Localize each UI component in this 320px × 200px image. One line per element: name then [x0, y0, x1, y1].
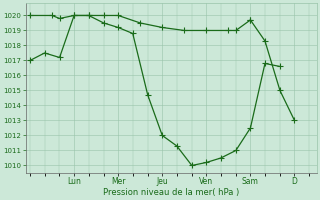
X-axis label: Pression niveau de la mer( hPa ): Pression niveau de la mer( hPa )	[103, 188, 239, 197]
